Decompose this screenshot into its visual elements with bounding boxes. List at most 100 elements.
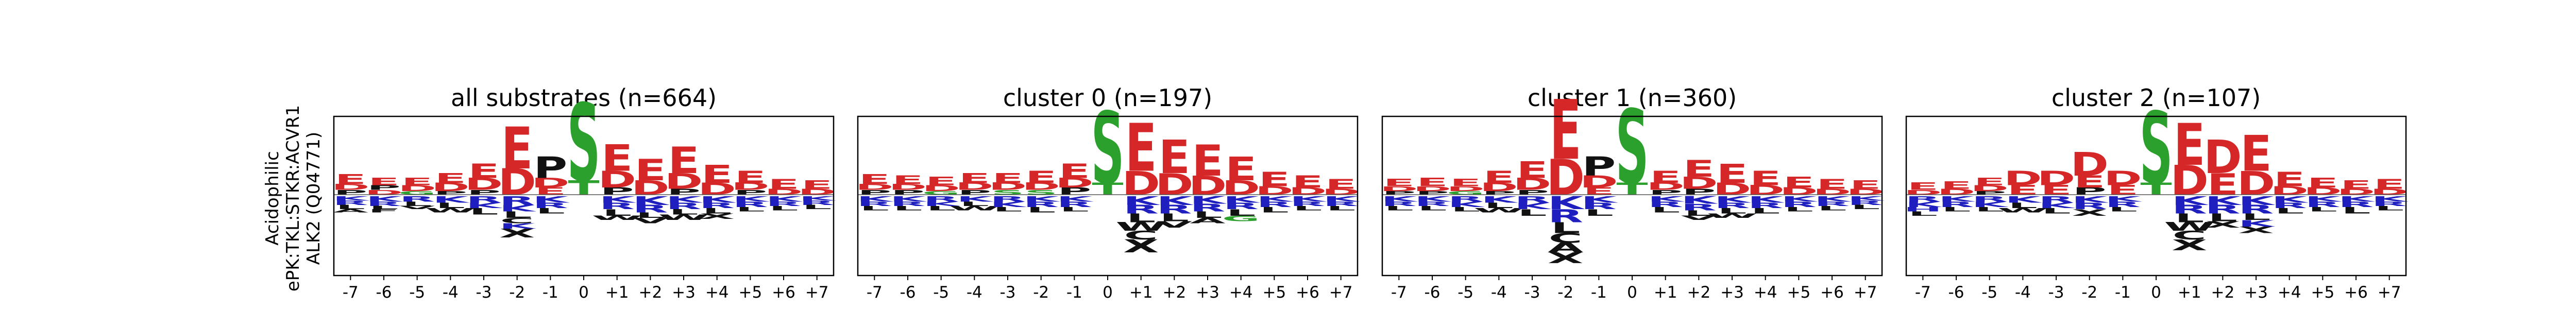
residue-letter: D <box>922 183 960 193</box>
residue-letter: W <box>2164 220 2215 234</box>
residue-letter: E <box>635 153 666 187</box>
residue-letter: E <box>1225 150 1257 188</box>
residue-letter: D <box>1546 149 1584 206</box>
residue-letter: G <box>398 190 436 196</box>
residue-letter: L <box>1941 206 1971 213</box>
x-tick-label: -7 <box>1915 283 1931 302</box>
panel-frame <box>333 115 835 277</box>
residue-letter: V <box>1681 215 1717 221</box>
residue-letter: A <box>1548 240 1583 255</box>
x-tick-label: +1 <box>2178 283 2201 302</box>
x-tick-label: -5 <box>1458 283 1473 302</box>
residue-letter: D <box>855 182 893 192</box>
x-tick-label: +1 <box>1654 283 1677 302</box>
residue-letter: E <box>1550 83 1581 179</box>
x-tick-label: -2 <box>509 283 525 302</box>
residue-letter: R <box>990 195 1025 203</box>
residue-letter: L <box>1784 206 1814 213</box>
residue-letter: K <box>1223 195 1260 205</box>
residue-letter: K <box>1414 195 1452 203</box>
residue-letter: R <box>599 201 635 211</box>
residue-letter: D <box>1380 185 1418 193</box>
residue-letter: K <box>733 195 770 203</box>
x-tick-label: +2 <box>1162 283 1186 302</box>
residue-letter: W <box>425 207 476 214</box>
x-tick-label: +4 <box>2278 283 2301 302</box>
x-tick-label: +7 <box>2378 283 2401 302</box>
residue-letter: L <box>502 210 532 220</box>
panel-title: cluster 2 (n=107) <box>2052 84 2261 112</box>
residue-letter: E <box>1125 110 1157 186</box>
residue-letter: D <box>1780 186 1818 197</box>
residue-letter: T <box>568 177 599 199</box>
residue-letter: L <box>2008 201 2038 210</box>
residue-letter: D <box>1222 177 1260 199</box>
residue-letter: L <box>1517 208 1547 218</box>
residue-letter: R <box>2038 195 2074 205</box>
residue-letter: E <box>2307 175 2338 191</box>
x-tick-label: -4 <box>443 283 459 302</box>
residue-letter: P <box>2073 186 2107 197</box>
residue-letter: X <box>1123 236 1159 257</box>
row-label: Acidophilic ePK:TKL:STKR:ACVR1 ALK2 (Q04… <box>262 105 324 291</box>
residue-letter: R <box>1814 200 1850 207</box>
residue-letter: R <box>923 195 959 203</box>
residue-letter: R <box>890 200 925 207</box>
residue-letter: D <box>531 175 569 191</box>
residue-letter: L <box>960 200 989 207</box>
residue-letter: A <box>333 209 368 214</box>
residue-letter: R <box>1323 200 1359 207</box>
residue-letter: D <box>665 169 703 194</box>
residue-letter: R <box>2305 200 2341 209</box>
residue-letter: R <box>1514 195 1550 205</box>
residue-letter: D <box>1446 185 1484 193</box>
residue-letter: K <box>599 195 636 205</box>
residue-letter: D <box>1289 186 1327 197</box>
residue-letter: R <box>1548 206 1583 227</box>
residue-letter: D <box>2237 165 2275 203</box>
x-tick-label: +5 <box>1262 283 1286 302</box>
x-tick-label: +6 <box>2344 283 2368 302</box>
residue-letter: K <box>799 195 837 202</box>
residue-letter: K <box>2305 195 2343 203</box>
residue-letter: X <box>699 212 735 221</box>
x-tick-label: +7 <box>1854 283 1877 302</box>
residue-letter: E <box>2240 125 2272 182</box>
residue-letter: D <box>465 175 503 194</box>
residue-letter: K <box>2072 195 2109 205</box>
residue-letter: K <box>1514 201 1551 211</box>
residue-letter: R <box>699 201 735 210</box>
residue-letter: E <box>2207 167 2239 202</box>
residue-letter: E <box>2374 177 2405 192</box>
residue-letter: E <box>1383 177 1415 188</box>
residue-letter: E <box>435 170 466 186</box>
x-tick-label: -4 <box>967 283 982 302</box>
x-tick-label: +6 <box>1296 283 1319 302</box>
residue-letter: P <box>1415 190 1449 196</box>
residue-letter: R <box>399 195 435 203</box>
residue-letter: E <box>1416 176 1448 189</box>
x-tick-label: -4 <box>2015 283 2031 302</box>
x-tick-label: +3 <box>1196 283 1219 302</box>
residue-letter: D <box>2170 157 2208 205</box>
residue-letter: W <box>1997 207 2048 214</box>
residue-letter: L <box>402 200 432 207</box>
residue-letter: D <box>1513 175 1551 194</box>
x-tick-label: 0 <box>579 283 589 302</box>
residue-letter: D <box>1580 173 1618 192</box>
residue-letter: K <box>957 195 994 203</box>
x-tick-label: -7 <box>867 283 883 302</box>
residue-letter: E <box>1192 136 1223 186</box>
residue-letter: R <box>766 200 801 207</box>
residue-letter: G <box>922 190 960 196</box>
residue-letter: E <box>992 170 1023 186</box>
residue-letter: K <box>2205 194 2243 208</box>
residue-letter: E <box>859 172 890 187</box>
x-tick-label: +6 <box>772 283 795 302</box>
residue-letter: D <box>598 166 636 193</box>
residue-letter: R <box>1123 203 1159 217</box>
x-tick-label: +3 <box>1720 283 1744 302</box>
residue-letter: L <box>2108 206 2138 213</box>
residue-letter: P <box>1973 190 2007 196</box>
x-tick-label: -5 <box>409 283 425 302</box>
